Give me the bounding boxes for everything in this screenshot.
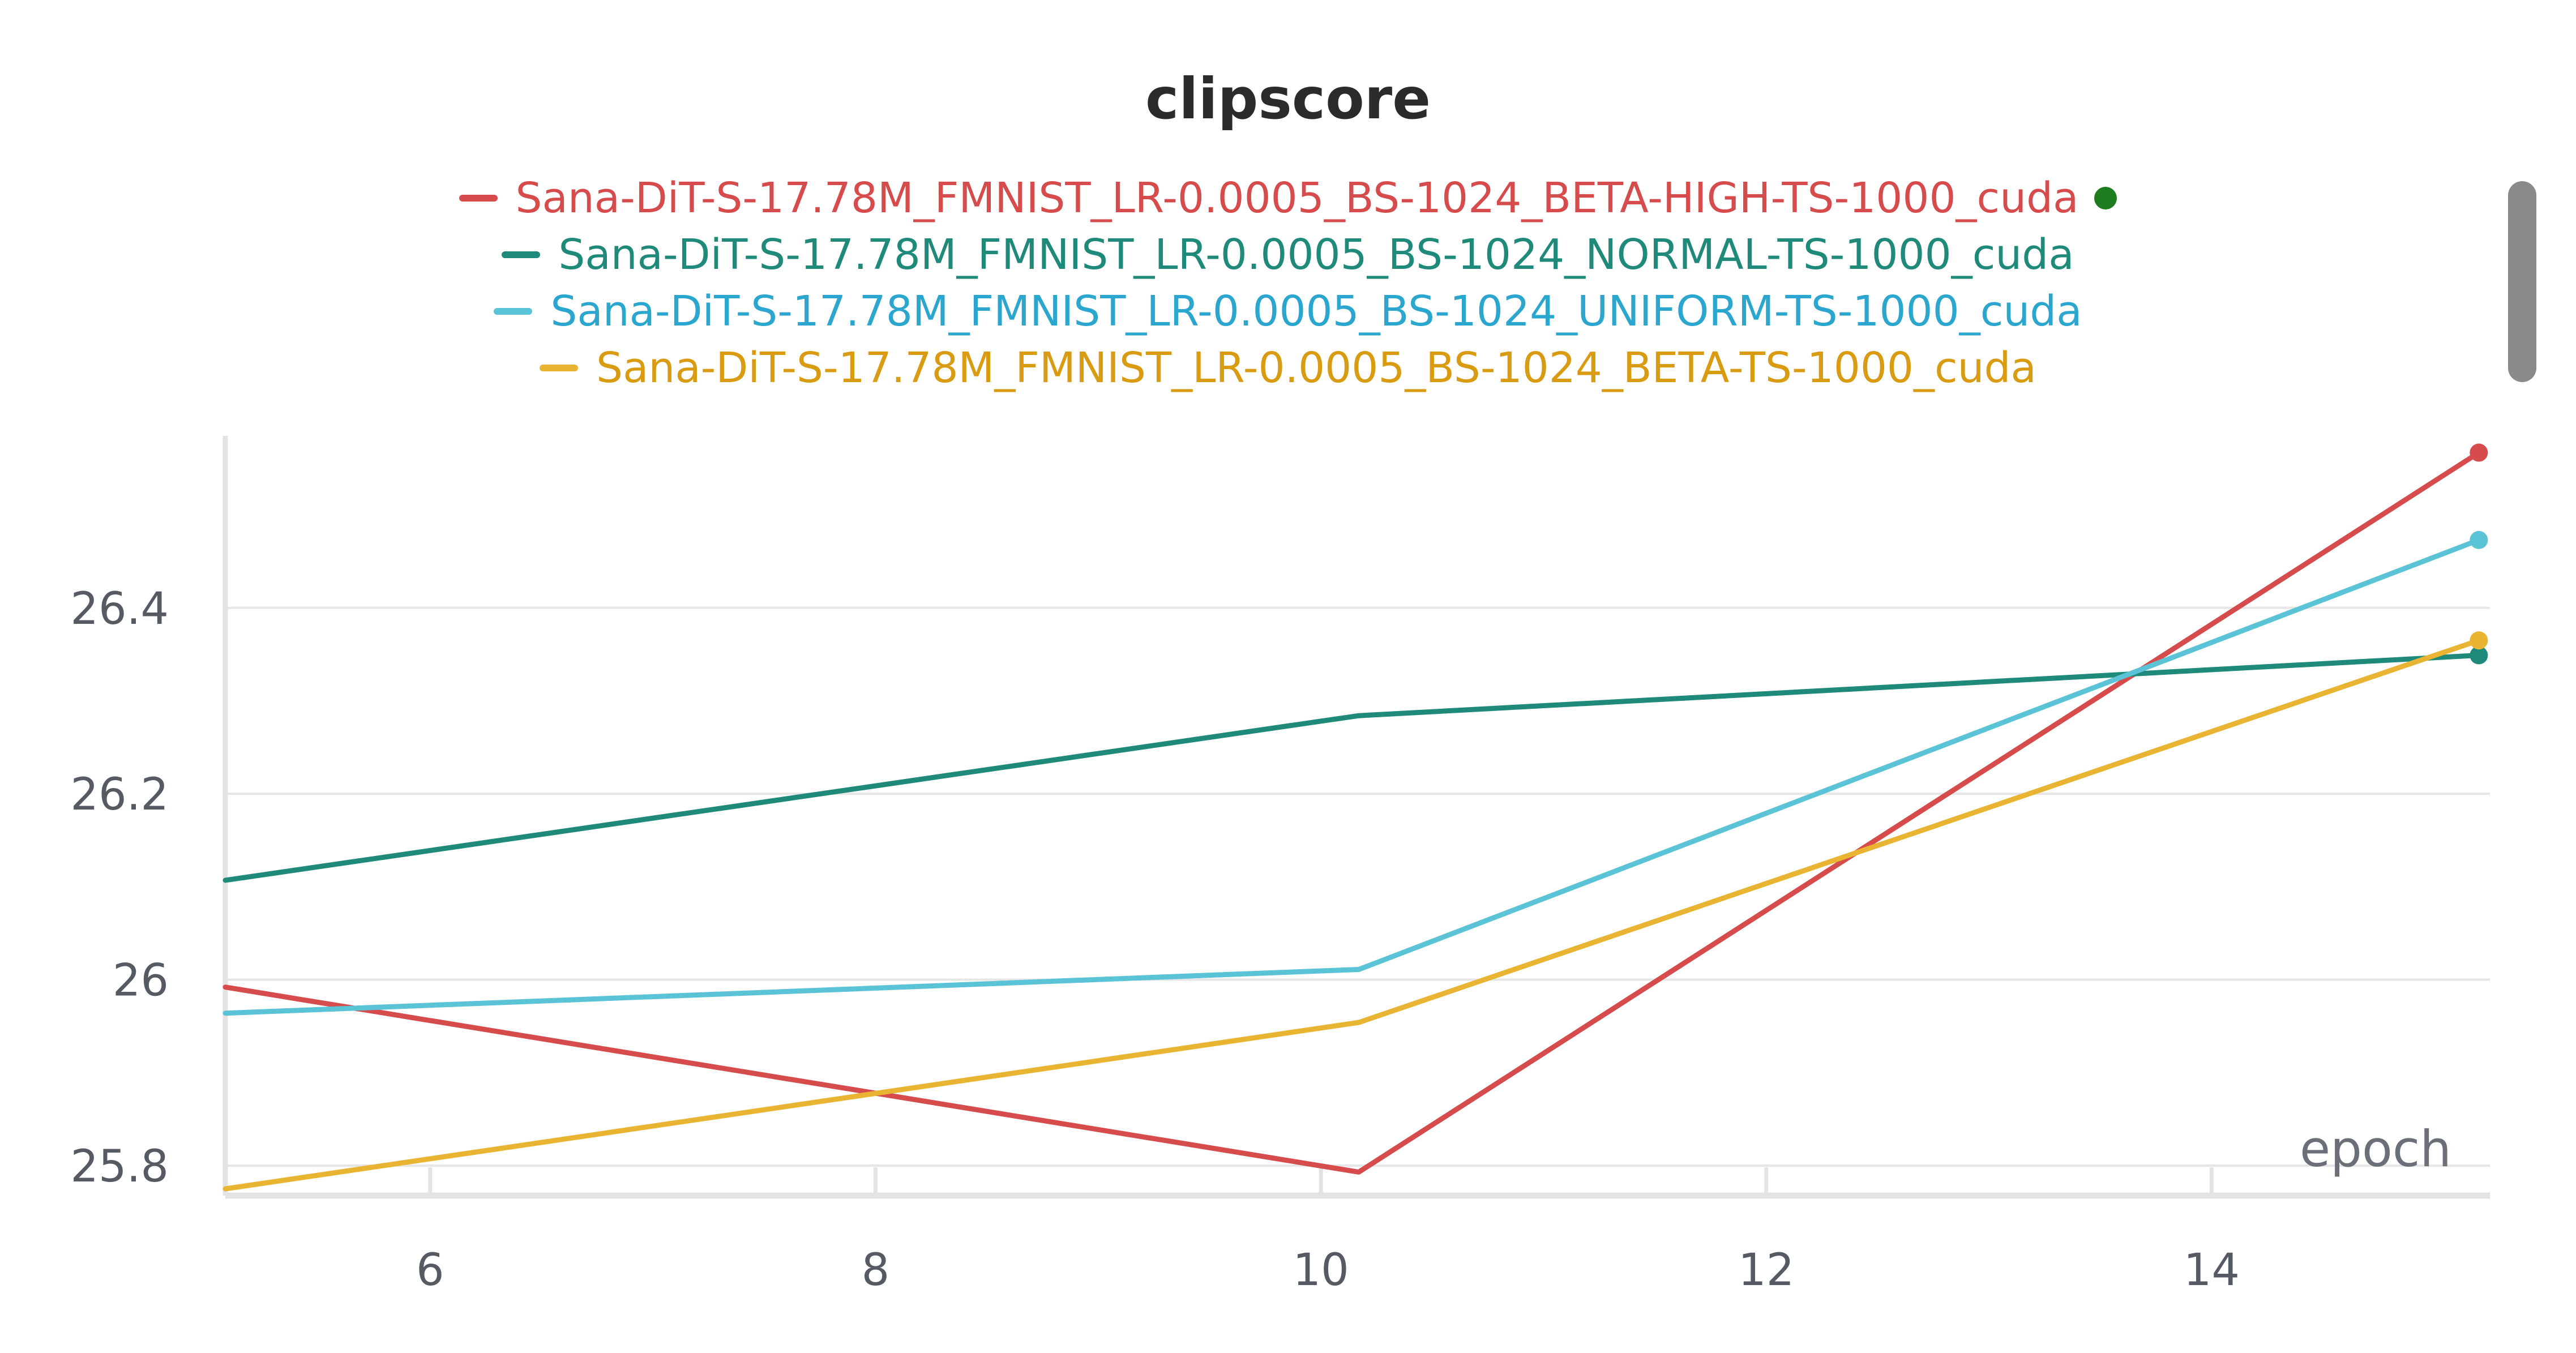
legend-label: Sana-DiT-S-17.78M_FMNIST_LR-0.0005_BS-10… <box>515 174 2079 222</box>
series-end-point[interactable] <box>2470 530 2488 549</box>
x-tick-label: 6 <box>416 1245 444 1296</box>
series-end-point[interactable] <box>2470 631 2488 650</box>
series-end-point[interactable] <box>2470 646 2488 665</box>
y-tick-label: 26 <box>113 956 169 1007</box>
series-line[interactable] <box>222 537 2481 1016</box>
y-tick-label: 26.2 <box>70 769 169 820</box>
legend-swatch <box>540 365 579 371</box>
tick-labels: 25.8 26 26.2 26.4 6 8 10 12 14 <box>70 584 2240 1296</box>
legend-swatch <box>502 251 541 258</box>
legend-item[interactable]: Sana-DiT-S-17.78M_FMNIST_LR-0.0005_BS-10… <box>0 226 2576 283</box>
x-tick-label: 10 <box>1293 1245 1349 1296</box>
series-line[interactable] <box>222 450 2481 1175</box>
legend-label: Sana-DiT-S-17.78M_FMNIST_LR-0.0005_BS-10… <box>558 230 2074 279</box>
x-tick-label: 8 <box>862 1245 890 1296</box>
legend-swatch <box>459 195 498 202</box>
series-line[interactable] <box>222 653 2481 883</box>
grid <box>225 606 2490 1167</box>
y-tick-label: 26.4 <box>70 584 169 635</box>
x-tick-label: 12 <box>1738 1245 1794 1296</box>
chart-title: clipscore <box>1145 66 1431 132</box>
x-axis-title: epoch <box>2300 1120 2451 1178</box>
legend-item[interactable]: Sana-DiT-S-17.78M_FMNIST_LR-0.0005_BS-10… <box>0 170 2576 226</box>
legend-item[interactable]: Sana-DiT-S-17.78M_FMNIST_LR-0.0005_BS-10… <box>0 340 2576 396</box>
legend-label: Sana-DiT-S-17.78M_FMNIST_LR-0.0005_BS-10… <box>596 344 2036 392</box>
axes <box>222 436 2490 1199</box>
legend-label: Sana-DiT-S-17.78M_FMNIST_LR-0.0005_BS-10… <box>550 287 2082 336</box>
highlight-dot-icon <box>2094 187 2117 209</box>
legend-scrollbar[interactable] <box>2508 181 2536 382</box>
series-lines <box>222 443 2488 1192</box>
x-tick-label: 14 <box>2184 1245 2240 1296</box>
y-tick-label: 25.8 <box>70 1141 169 1192</box>
legend-item[interactable]: Sana-DiT-S-17.78M_FMNIST_LR-0.0005_BS-10… <box>0 283 2576 340</box>
series-line[interactable] <box>222 637 2481 1192</box>
series-end-point[interactable] <box>2470 443 2488 462</box>
legend-swatch <box>494 308 533 315</box>
